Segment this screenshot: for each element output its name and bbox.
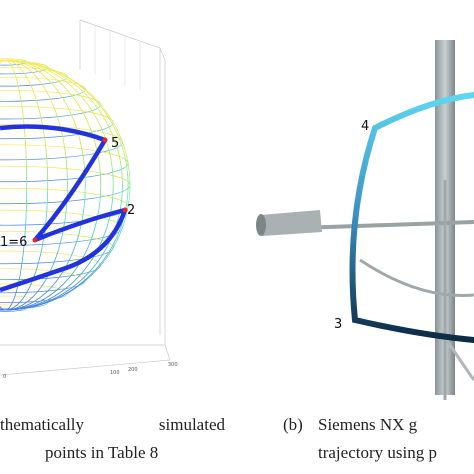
caption: trajectory using p (318, 443, 437, 462)
axis-tick-label: 100 (110, 370, 120, 376)
point-marker (32, 237, 38, 243)
axis-tick-label: 0 (3, 374, 6, 380)
point-marker (122, 207, 128, 213)
point-marker (102, 137, 108, 143)
caption: thematically (0, 415, 85, 434)
point-label: 1=6 (0, 235, 27, 250)
wire (0, 59, 86, 311)
caption: Siemens NX g (318, 415, 418, 434)
wire (0, 105, 114, 140)
wire (0, 59, 49, 311)
sphere-wireframe (0, 58, 131, 312)
axis-tick-label: 300 (168, 362, 178, 368)
axes-box (0, 19, 171, 376)
wire (0, 165, 131, 205)
point-label: 5 (111, 136, 119, 151)
caption: points in Table 8 (45, 443, 158, 462)
caption: simulated (159, 415, 226, 434)
point-label: 4 (361, 119, 369, 134)
wire (0, 59, 86, 311)
wire (0, 59, 129, 311)
wire (0, 59, 28, 311)
wire (0, 59, 28, 311)
render-3d (256, 40, 474, 400)
caption-tag: (b) (283, 415, 303, 434)
axis-tick-label: 200 (128, 367, 138, 373)
point-label: 3 (334, 317, 342, 332)
wire (0, 67, 68, 87)
wire (0, 59, 49, 311)
point-label: 2 (127, 203, 135, 218)
trajectory (0, 124, 128, 293)
